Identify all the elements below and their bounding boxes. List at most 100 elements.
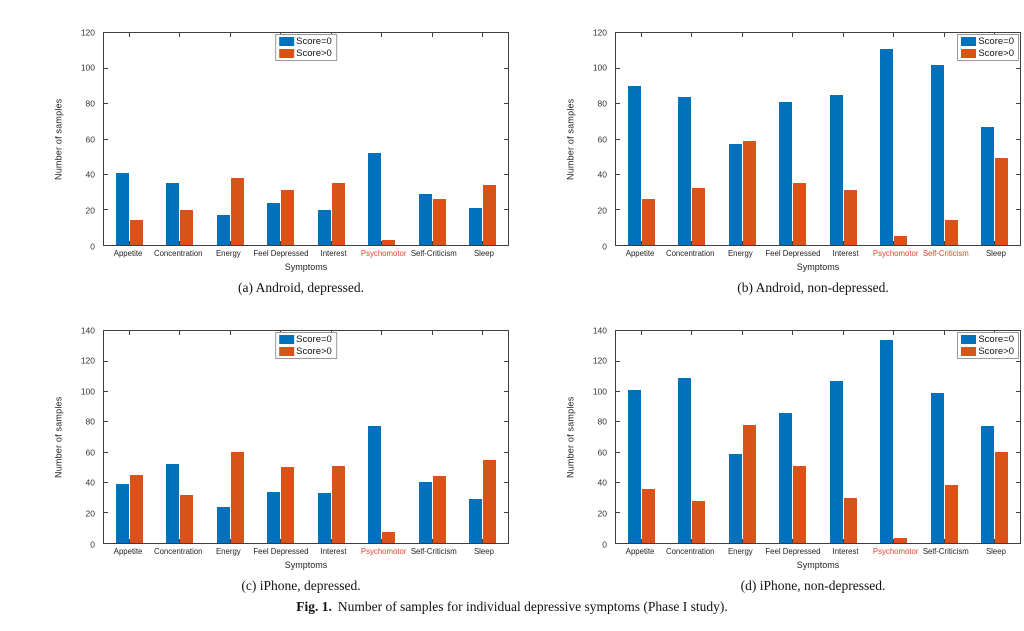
y-tick-mark xyxy=(504,451,508,453)
x-tick-mark xyxy=(229,539,231,543)
legend: Score=0 Score>0 xyxy=(275,34,337,61)
bar-group-concentration xyxy=(667,331,718,543)
y-tick-mark xyxy=(504,138,508,140)
x-tick-mark xyxy=(431,33,433,37)
bar-concentration-score-0 xyxy=(678,377,692,543)
y-tick-label-80: 80 xyxy=(597,416,607,427)
x-tick-mark xyxy=(381,539,383,543)
y-tick-label-0: 0 xyxy=(90,240,95,251)
x-tick-label-interest: Interest xyxy=(320,249,347,258)
bar-appetite-score-0 xyxy=(641,199,655,245)
bar-psychomotor-score-0 xyxy=(382,532,396,543)
x-tick-mark xyxy=(640,539,642,543)
x-tick-label-psychomotor: Psychomotor xyxy=(872,249,919,258)
x-tick-label-energy: Energy xyxy=(727,547,753,556)
bar-appetite-score-0 xyxy=(129,220,143,245)
y-tick-mark xyxy=(616,138,620,140)
x-tick-mark xyxy=(943,539,945,543)
y-tick-label-0: 0 xyxy=(602,538,607,549)
subplot-c-iphone-depressed: Number of samples 0 20 40 60 80 100 120 140 Sco… xyxy=(48,316,548,608)
figure-caption-label: Fig. 1. xyxy=(296,599,332,614)
bar-appetite-score-0 xyxy=(115,483,129,543)
x-tick-mark xyxy=(381,33,383,37)
legend-label-score-0: Score>0 xyxy=(978,47,1014,59)
bar-group-appetite xyxy=(104,331,155,543)
x-tick-mark xyxy=(431,241,433,245)
x-tick-label-self-criticism: Self-Criticism xyxy=(922,547,969,556)
y-tick-label-60: 60 xyxy=(597,133,607,144)
legend-item-score-0: Score=0 xyxy=(961,335,1014,345)
x-tick-label-self-criticism: Self-Criticism xyxy=(410,249,457,258)
x-tick-mark xyxy=(128,539,130,543)
x-tick-mark xyxy=(741,33,743,37)
y-tick-mark xyxy=(504,481,508,483)
bar-feel-depressed-score-0 xyxy=(267,202,281,245)
legend-item-score-0: Score>0 xyxy=(961,47,1014,59)
subplot-b-android-non-depressed: Number of samples 0 20 40 60 80 100 120 Score=… xyxy=(560,18,1024,310)
legend-swatch-score-0 xyxy=(279,48,295,58)
x-tick-label-feel-depressed: Feel Depressed xyxy=(765,547,821,556)
bar-group-sleep xyxy=(458,33,509,245)
y-tick-mark xyxy=(1016,209,1020,211)
x-tick-mark xyxy=(179,241,181,245)
y-tick-mark xyxy=(1016,173,1020,175)
x-tick-label-feel-depressed: Feel Depressed xyxy=(253,547,309,556)
bar-concentration-score-0 xyxy=(692,500,706,543)
bar-group-feel-depressed xyxy=(768,331,819,543)
y-tick-mark xyxy=(104,138,108,140)
y-tick-label-100: 100 xyxy=(592,385,607,396)
bar-group-sleep xyxy=(458,331,509,543)
bar-energy-score-0 xyxy=(742,424,756,543)
y-tick-mark xyxy=(616,67,620,69)
y-tick-label-120: 120 xyxy=(592,355,607,366)
x-tick-mark xyxy=(691,331,693,335)
y-tick-mark xyxy=(616,360,620,362)
x-tick-label-appetite: Appetite xyxy=(625,547,655,556)
legend-swatch-score-0 xyxy=(279,37,295,47)
y-tick-mark xyxy=(616,512,620,514)
x-tick-label-psychomotor: Psychomotor xyxy=(872,547,919,556)
bar-interest-score-0 xyxy=(317,493,331,543)
x-tick-mark xyxy=(842,33,844,37)
bar-group-concentration xyxy=(667,33,718,245)
bar-self-criticism-score-0 xyxy=(432,199,446,245)
legend-swatch-score-0 xyxy=(961,48,977,58)
legend-label-score-0: Score=0 xyxy=(978,334,1014,345)
bar-psychomotor-score-0 xyxy=(368,426,382,543)
y-tick-mark xyxy=(1016,391,1020,393)
bar-self-criticism-score-0 xyxy=(930,64,944,245)
x-tick-label-interest: Interest xyxy=(832,249,859,258)
y-tick-label-140: 140 xyxy=(80,324,95,335)
y-tick-mark xyxy=(104,451,108,453)
y-tick-label-140: 140 xyxy=(592,324,607,335)
legend-item-score-0: Score=0 xyxy=(279,37,332,47)
x-axis-label: Symptoms xyxy=(284,262,328,272)
y-tick-mark xyxy=(616,391,620,393)
x-tick-mark xyxy=(128,241,130,245)
y-tick-mark xyxy=(504,391,508,393)
y-tick-mark xyxy=(504,421,508,423)
y-tick-mark xyxy=(104,173,108,175)
bar-interest-score-0 xyxy=(317,209,331,245)
x-tick-mark xyxy=(482,539,484,543)
bar-psychomotor-score-0 xyxy=(880,48,894,245)
bar-sleep-score-0 xyxy=(483,184,497,245)
y-tick-mark xyxy=(1016,421,1020,423)
bar-concentration-score-0 xyxy=(166,183,180,245)
y-tick-mark xyxy=(104,67,108,69)
x-tick-mark xyxy=(691,241,693,245)
legend-label-score-0: Score>0 xyxy=(296,47,332,59)
x-tick-mark xyxy=(792,33,794,37)
bar-group-psychomotor xyxy=(357,33,408,245)
x-tick-mark xyxy=(792,241,794,245)
axis-tick-marks xyxy=(104,331,508,543)
y-tick-mark xyxy=(1016,360,1020,362)
x-tick-mark xyxy=(179,331,181,335)
figure-caption-text: Number of samples for individual depress… xyxy=(337,599,728,614)
y-tick-label-20: 20 xyxy=(597,205,607,216)
y-tick-label-20: 20 xyxy=(85,205,95,216)
x-tick-label-psychomotor: Psychomotor xyxy=(360,547,407,556)
y-tick-mark xyxy=(1016,103,1020,105)
y-tick-mark xyxy=(616,103,620,105)
bar-group-self-criticism xyxy=(407,331,458,543)
